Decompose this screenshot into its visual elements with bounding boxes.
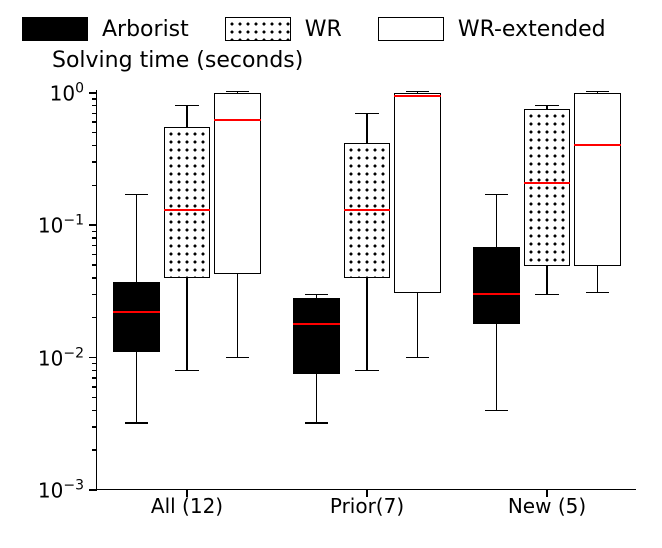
- ytick-minor: [92, 161, 97, 163]
- legend-swatch-wr-extended: [378, 17, 444, 41]
- whisker-cap: [175, 370, 198, 372]
- xtick-label: All (12): [151, 494, 223, 518]
- ytick-major: [89, 224, 97, 226]
- ytick-minor: [92, 185, 97, 187]
- whisker-line: [316, 374, 318, 423]
- ytick-major: [89, 489, 97, 491]
- ytick-minor: [92, 294, 97, 296]
- boxplot-median: [293, 323, 340, 325]
- ytick-minor: [92, 231, 97, 233]
- whisker-line: [366, 113, 368, 142]
- ytick-minor: [92, 377, 97, 379]
- ytick-minor: [92, 105, 97, 107]
- boxplot-median: [473, 293, 520, 295]
- whisker-line: [597, 266, 599, 292]
- boxplot-median: [574, 144, 621, 146]
- ytick-minor: [92, 317, 97, 319]
- whisker-cap: [535, 294, 558, 296]
- xtick-label: Prior(7): [330, 494, 404, 518]
- whisker-line: [496, 195, 498, 248]
- whisker-line: [546, 266, 548, 294]
- whisker-line: [186, 106, 188, 128]
- whisker-line: [417, 293, 419, 358]
- boxplot-median: [164, 209, 211, 211]
- ytick-minor: [92, 386, 97, 388]
- whisker-cap: [175, 105, 198, 107]
- ytick-minor: [92, 145, 97, 147]
- ytick-minor: [92, 98, 97, 100]
- whisker-line: [186, 278, 188, 371]
- legend-label-arborist: Arborist: [102, 17, 189, 42]
- boxplot-box: [524, 109, 571, 267]
- legend-label-wr: WR: [305, 17, 342, 42]
- boxplot-median: [524, 182, 571, 184]
- ytick-minor: [92, 410, 97, 412]
- ytick-minor: [92, 121, 97, 123]
- boxplot-median: [394, 95, 441, 97]
- boxplot-box: [473, 247, 520, 323]
- ytick-minor: [92, 113, 97, 115]
- whisker-cap: [586, 292, 609, 294]
- ytick-label: 100: [50, 80, 84, 105]
- whisker-cap: [305, 294, 328, 296]
- ytick-label: 10−1: [38, 213, 84, 238]
- whisker-cap: [125, 422, 148, 424]
- whisker-line: [136, 352, 138, 423]
- boxplot-box: [164, 127, 211, 278]
- legend-swatch-arborist: [22, 17, 88, 41]
- whisker-line: [136, 195, 138, 283]
- chart-container: Arborist WR WR-extended Solving time (se…: [0, 0, 662, 548]
- whisker-cap: [355, 370, 378, 372]
- ytick-minor: [92, 254, 97, 256]
- ytick-minor: [92, 237, 97, 239]
- ytick-minor: [92, 245, 97, 247]
- ytick-minor: [92, 426, 97, 428]
- ytick-major: [89, 92, 97, 94]
- whisker-cap: [406, 357, 429, 359]
- ytick-minor: [92, 132, 97, 134]
- boxplot-median: [214, 119, 261, 121]
- ytick-major: [89, 357, 97, 359]
- ytick-minor: [92, 264, 97, 266]
- plot-area: 10−310−210−1100All (12)Prior(7)New (5): [96, 90, 636, 490]
- boxplot-box: [113, 282, 160, 352]
- chart-title: Solving time (seconds): [52, 48, 303, 73]
- ytick-minor: [92, 363, 97, 365]
- legend-swatch-wr: [225, 17, 291, 41]
- boxplot-median: [113, 311, 160, 313]
- ytick-label: 10−2: [38, 345, 84, 370]
- whisker-cap: [355, 113, 378, 115]
- boxplot-box: [293, 298, 340, 374]
- whisker-cap: [485, 410, 508, 412]
- whisker-cap: [305, 422, 328, 424]
- ytick-minor: [92, 397, 97, 399]
- boxplot-box: [394, 93, 441, 293]
- whisker-line: [366, 278, 368, 371]
- whisker-cap: [535, 105, 558, 107]
- legend-label-wr-extended: WR-extended: [458, 17, 606, 42]
- whisker-cap: [226, 357, 249, 359]
- boxplot-median: [344, 209, 391, 211]
- ytick-label: 10−3: [38, 478, 84, 503]
- xtick-label: New (5): [508, 494, 586, 518]
- boxplot-box: [574, 93, 621, 266]
- legend: Arborist WR WR-extended: [0, 8, 662, 50]
- ytick-minor: [92, 370, 97, 372]
- ytick-minor: [92, 277, 97, 279]
- ytick-minor: [92, 449, 97, 451]
- whisker-cap: [485, 194, 508, 196]
- whisker-cap: [125, 194, 148, 196]
- whisker-line: [237, 274, 239, 358]
- whisker-line: [496, 324, 498, 410]
